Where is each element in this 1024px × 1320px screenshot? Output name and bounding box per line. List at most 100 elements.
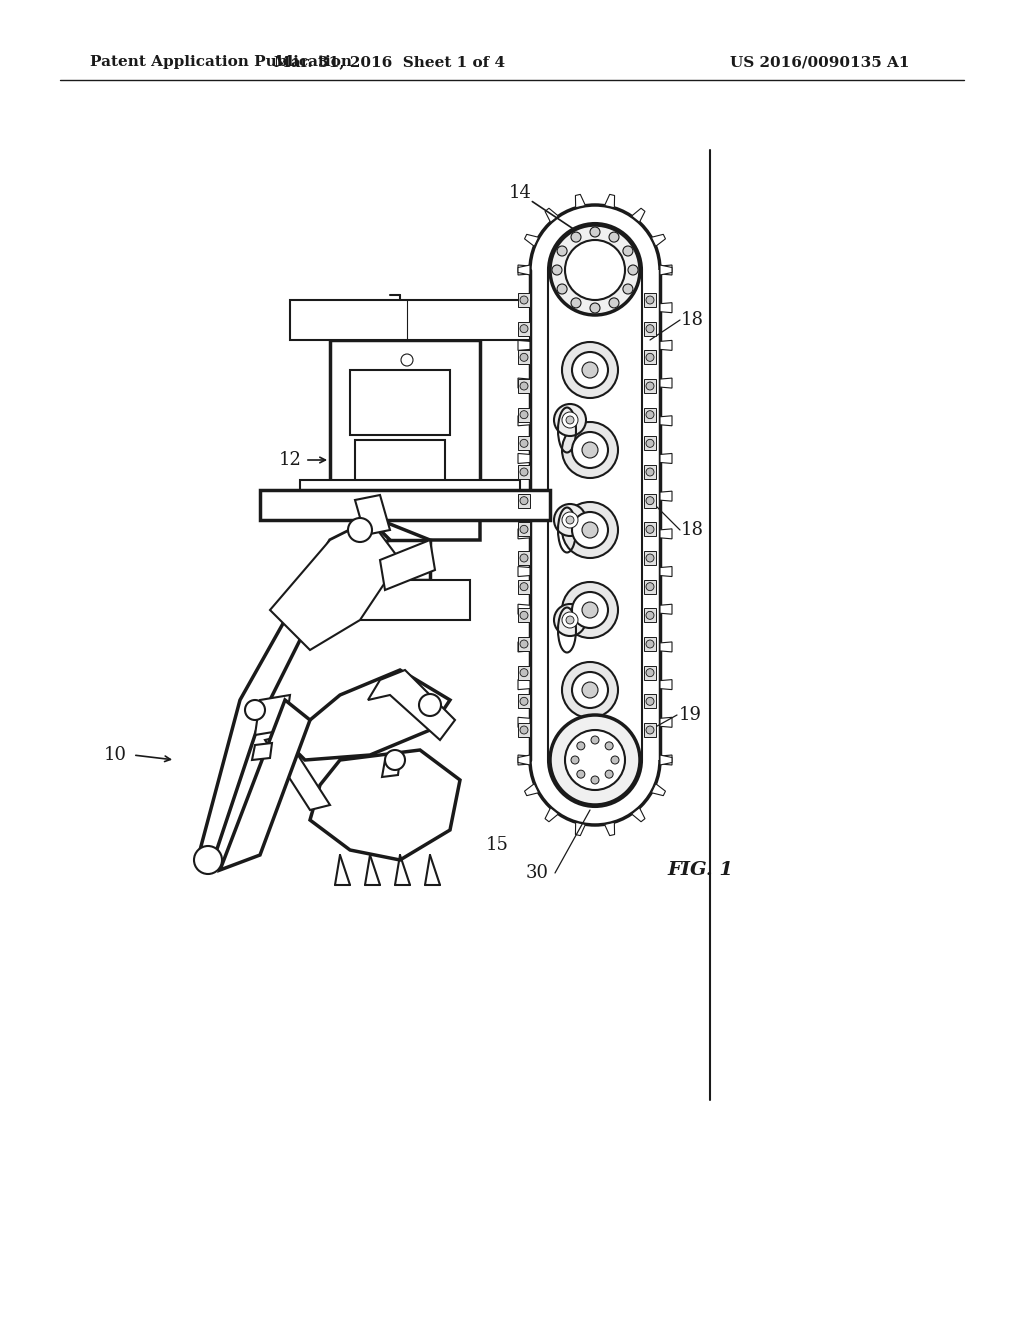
Polygon shape [660,755,672,766]
Text: 10: 10 [103,746,127,764]
Circle shape [577,742,585,750]
Circle shape [520,726,528,734]
Polygon shape [660,341,672,350]
Polygon shape [300,480,520,510]
Circle shape [582,521,598,539]
Polygon shape [220,700,310,870]
Circle shape [646,325,654,333]
Polygon shape [518,717,530,727]
Polygon shape [518,523,530,536]
Polygon shape [644,350,656,364]
Polygon shape [545,808,558,822]
Text: 12: 12 [279,451,301,469]
Circle shape [646,440,654,447]
Circle shape [520,411,528,418]
Text: 19: 19 [679,706,701,723]
Circle shape [571,298,581,308]
Circle shape [562,422,618,478]
Text: 30: 30 [525,865,549,882]
Circle shape [565,240,625,300]
Polygon shape [644,638,656,651]
Polygon shape [644,579,656,594]
Polygon shape [330,500,480,540]
Circle shape [571,232,581,242]
Polygon shape [545,209,558,222]
Circle shape [628,265,638,275]
Circle shape [554,504,586,536]
Circle shape [646,496,654,504]
Polygon shape [518,665,530,680]
Circle shape [562,582,618,638]
Circle shape [646,611,654,619]
Polygon shape [644,609,656,622]
Circle shape [565,730,625,789]
Circle shape [562,663,618,718]
Circle shape [646,469,654,477]
Polygon shape [350,370,450,436]
Circle shape [605,770,613,779]
Circle shape [646,525,654,533]
Polygon shape [518,265,530,275]
Polygon shape [524,235,539,247]
Polygon shape [518,454,530,463]
Text: 15: 15 [485,836,509,854]
Text: US 2016/0090135 A1: US 2016/0090135 A1 [730,55,909,69]
Circle shape [550,715,640,805]
Circle shape [582,362,598,378]
Polygon shape [252,743,272,760]
Polygon shape [644,322,656,335]
Circle shape [520,381,528,389]
Circle shape [520,640,528,648]
Polygon shape [660,642,672,652]
Circle shape [520,325,528,333]
Circle shape [572,591,608,628]
Circle shape [520,669,528,677]
Circle shape [572,512,608,548]
Polygon shape [644,437,656,450]
Polygon shape [355,440,445,490]
Polygon shape [355,495,390,535]
Circle shape [609,298,618,308]
Circle shape [566,516,574,524]
Polygon shape [604,194,614,207]
Polygon shape [518,293,530,308]
Polygon shape [340,540,430,579]
Circle shape [562,512,578,528]
Polygon shape [518,638,530,651]
Polygon shape [518,566,530,577]
Circle shape [520,496,528,504]
Polygon shape [651,784,666,796]
Polygon shape [518,350,530,364]
Circle shape [591,776,599,784]
Polygon shape [660,680,672,689]
Circle shape [609,232,618,242]
Circle shape [646,669,654,677]
Polygon shape [518,605,530,614]
Text: 18: 18 [681,312,703,329]
Circle shape [572,672,608,708]
Polygon shape [350,579,470,620]
Polygon shape [368,671,455,741]
Text: Patent Application Publication: Patent Application Publication [90,55,352,69]
Circle shape [572,432,608,469]
Polygon shape [518,491,530,502]
Circle shape [566,616,574,624]
Polygon shape [632,209,645,222]
Text: 18: 18 [681,521,703,539]
Polygon shape [660,491,672,502]
Polygon shape [260,490,550,520]
Polygon shape [518,529,530,539]
Polygon shape [660,265,672,275]
Circle shape [611,756,618,764]
Circle shape [605,742,613,750]
Polygon shape [660,566,672,577]
Circle shape [623,284,633,294]
Polygon shape [380,540,435,590]
Circle shape [646,411,654,418]
Circle shape [582,442,598,458]
Polygon shape [518,755,530,766]
Polygon shape [644,293,656,308]
Polygon shape [255,696,290,735]
Polygon shape [200,520,390,870]
Circle shape [520,440,528,447]
